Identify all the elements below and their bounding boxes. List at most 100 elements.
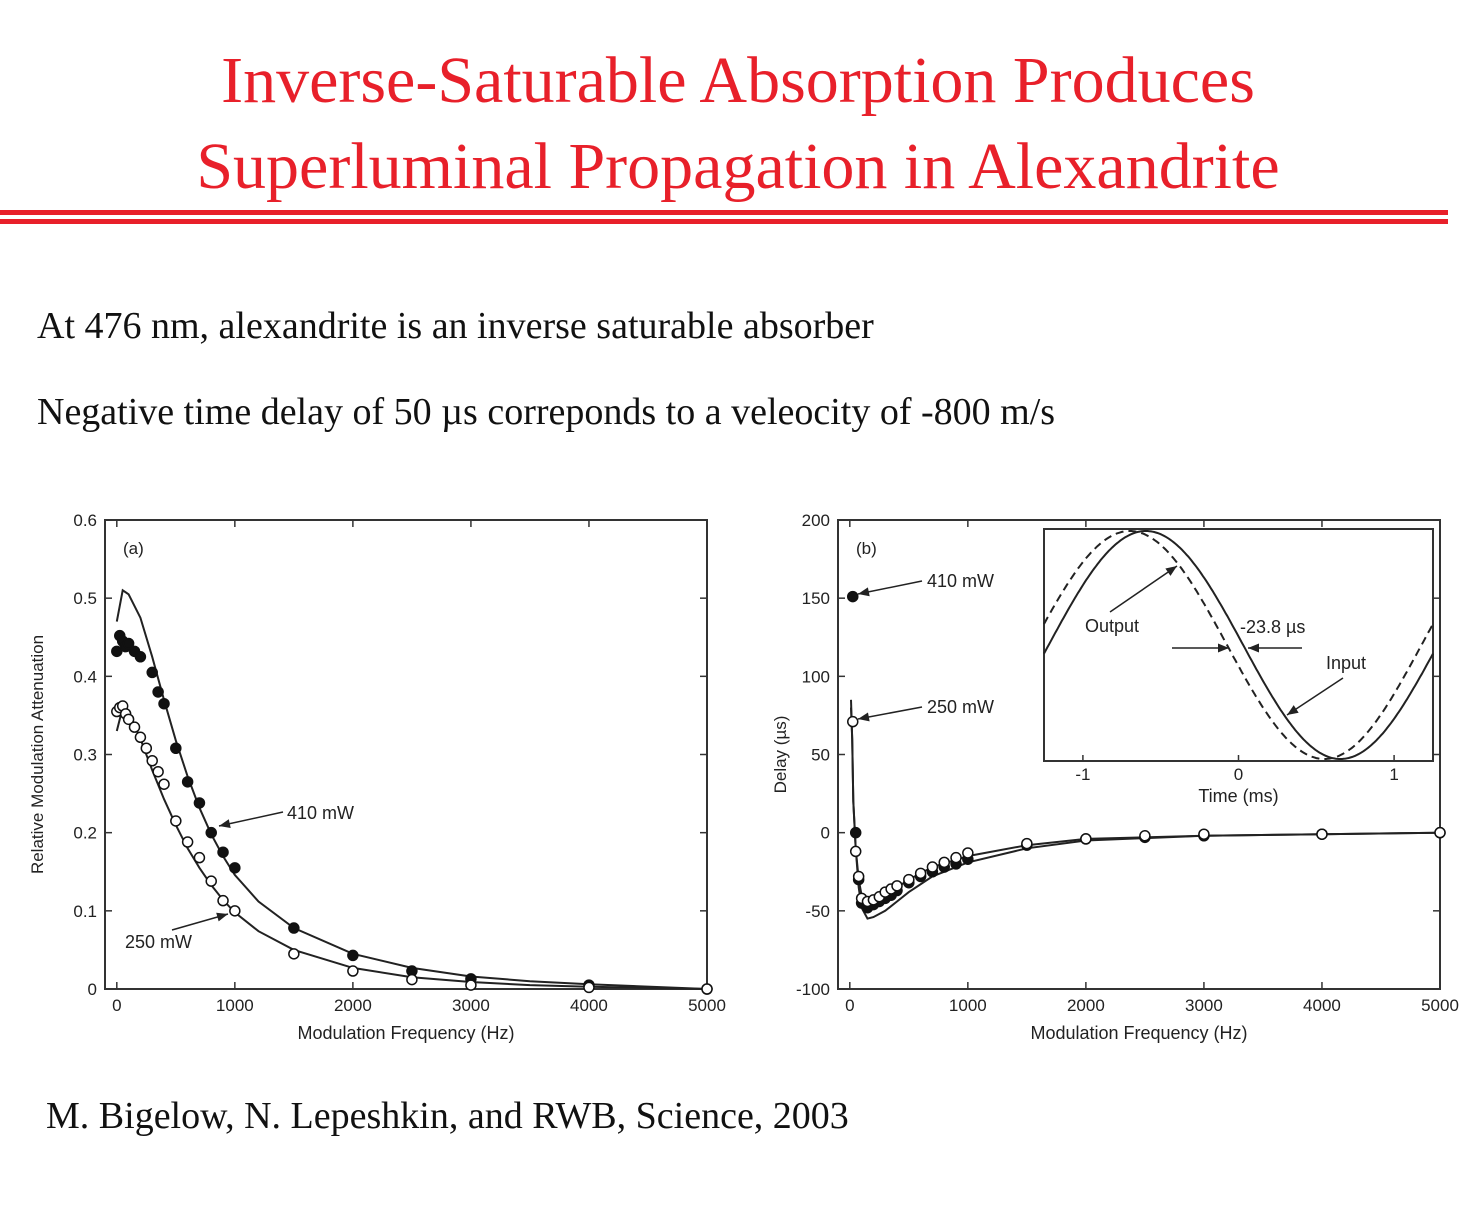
data-point-open bbox=[140, 742, 153, 754]
data-point-open bbox=[1021, 837, 1033, 850]
bullet-line-2: Negative time delay of 50 µs correponds … bbox=[37, 391, 1056, 433]
x-tick-label: 3000 bbox=[452, 996, 490, 1015]
x-tick-label: 3000 bbox=[1185, 996, 1223, 1015]
data-point-filled bbox=[217, 846, 229, 858]
inset-x-axis-label: Time (ms) bbox=[1198, 786, 1278, 806]
data-point-filled bbox=[170, 742, 182, 754]
y-tick-label: 0 bbox=[821, 824, 830, 843]
data-point-filled bbox=[122, 637, 135, 650]
data-point-filled bbox=[849, 826, 862, 839]
x-axis-label: Modulation Frequency (Hz) bbox=[1030, 1023, 1247, 1043]
y-tick-label: 0.3 bbox=[73, 746, 97, 765]
y-tick-label: 0.1 bbox=[73, 902, 97, 921]
data-point-open bbox=[134, 731, 147, 744]
data-point-open bbox=[1434, 826, 1446, 839]
label-arrow-250-head bbox=[858, 712, 870, 722]
data-point-open bbox=[217, 894, 229, 907]
data-point-filled bbox=[288, 922, 300, 934]
y-tick-label: 0.4 bbox=[73, 667, 97, 686]
data-point-open bbox=[1316, 828, 1328, 840]
data-point-open bbox=[1080, 833, 1092, 845]
inset-output-arrow-head bbox=[1165, 566, 1177, 576]
citation: M. Bigelow, N. Lepeshkin, and RWB, Scien… bbox=[46, 1095, 849, 1137]
data-point-open bbox=[1139, 830, 1151, 842]
x-tick-label: 1000 bbox=[216, 996, 254, 1015]
data-point-open bbox=[891, 880, 903, 892]
data-point-open bbox=[847, 715, 859, 728]
y-tick-label: 200 bbox=[802, 511, 830, 530]
x-tick-label: 2000 bbox=[334, 996, 372, 1015]
inset-x-tick-label: 1 bbox=[1389, 765, 1398, 784]
x-tick-label: 1000 bbox=[949, 996, 987, 1015]
title-rule-upper bbox=[0, 210, 1448, 215]
inset-input-arrow bbox=[1286, 677, 1344, 716]
y-axis-label: Delay (µs) bbox=[771, 716, 790, 794]
data-point-open bbox=[938, 856, 950, 869]
y-tick-label: 0.5 bbox=[73, 589, 97, 608]
y-tick-label: 50 bbox=[811, 746, 830, 765]
title-rule-lower bbox=[0, 219, 1448, 224]
title-line-2: Superluminal Propagation in Alexandrite bbox=[196, 130, 1280, 203]
data-point-open bbox=[146, 755, 158, 767]
inset-frame bbox=[1043, 528, 1434, 762]
data-point-open bbox=[1198, 828, 1210, 840]
y-tick-label: -50 bbox=[805, 902, 830, 921]
data-point-open bbox=[852, 870, 865, 883]
data-point-open bbox=[406, 973, 418, 986]
data-point-filled bbox=[134, 651, 147, 663]
data-point-open bbox=[288, 948, 300, 960]
title-line-1: Inverse-Saturable Absorption Produces bbox=[221, 44, 1255, 117]
x-tick-label: 0 bbox=[845, 996, 854, 1015]
data-point-open bbox=[926, 861, 939, 873]
data-point-open bbox=[950, 851, 962, 864]
data-point-filled bbox=[347, 949, 359, 962]
data-point-open bbox=[170, 815, 182, 827]
data-point-filled bbox=[111, 645, 123, 658]
series-label-410: 410 mW bbox=[287, 803, 354, 823]
label-arrow-410-head bbox=[219, 819, 231, 829]
x-axis-label: Modulation Frequency (Hz) bbox=[297, 1023, 514, 1043]
data-point-open bbox=[158, 778, 170, 790]
y-tick-label: 0.2 bbox=[73, 824, 97, 843]
data-point-open bbox=[205, 875, 217, 887]
data-point-open bbox=[347, 965, 359, 977]
data-point-filled bbox=[847, 590, 859, 603]
x-tick-label: 0 bbox=[112, 996, 121, 1015]
inset-delay-arrow-right-head bbox=[1248, 643, 1259, 653]
series-label-250: 250 mW bbox=[125, 932, 192, 952]
data-point-open bbox=[903, 873, 915, 886]
inset-input-label: Input bbox=[1326, 653, 1366, 673]
y-tick-label: -100 bbox=[796, 980, 830, 999]
data-point-open bbox=[122, 713, 135, 726]
inset-output-label: Output bbox=[1085, 616, 1139, 636]
inset-x-tick-label: 0 bbox=[1234, 765, 1243, 784]
inset-output-arrow bbox=[1109, 565, 1178, 613]
data-point-open bbox=[849, 845, 862, 858]
series-label-250: 250 mW bbox=[927, 697, 994, 717]
inset-delay-arrow-left-head bbox=[1218, 643, 1229, 653]
y-tick-label: 0.6 bbox=[73, 511, 97, 530]
x-tick-label: 5000 bbox=[688, 996, 726, 1015]
y-tick-label: 100 bbox=[802, 667, 830, 686]
inset-input-arrow-head bbox=[1287, 705, 1299, 715]
data-point-filled bbox=[158, 697, 170, 710]
x-tick-label: 4000 bbox=[1303, 996, 1341, 1015]
series-label-410: 410 mW bbox=[927, 571, 994, 591]
panel-label: (b) bbox=[856, 539, 877, 558]
data-point-open bbox=[701, 983, 713, 995]
data-point-open bbox=[193, 851, 206, 864]
y-tick-label: 150 bbox=[802, 589, 830, 608]
fit-curve bbox=[115, 588, 708, 990]
y-tick-label: 0 bbox=[88, 980, 97, 999]
data-point-open bbox=[181, 836, 194, 848]
data-point-open bbox=[128, 721, 141, 733]
data-point-filled bbox=[152, 686, 164, 698]
inset-input-wave bbox=[1043, 530, 1434, 760]
data-point-open bbox=[914, 867, 927, 880]
inset-output-wave bbox=[1043, 530, 1434, 760]
data-point-filled bbox=[193, 797, 206, 809]
label-arrow-250-head bbox=[216, 912, 228, 922]
label-arrow-410-head bbox=[858, 587, 870, 597]
